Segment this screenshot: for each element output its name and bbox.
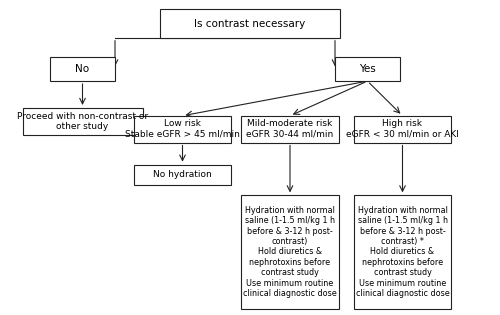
Text: No hydration: No hydration xyxy=(153,170,212,179)
FancyBboxPatch shape xyxy=(241,116,339,142)
Text: Yes: Yes xyxy=(359,64,376,74)
FancyBboxPatch shape xyxy=(160,9,340,38)
Text: Hydration with normal
saline (1-1.5 ml/kg 1 h
before & 3-12 h post-
contrast) *
: Hydration with normal saline (1-1.5 ml/k… xyxy=(356,206,450,298)
FancyBboxPatch shape xyxy=(22,108,142,135)
Text: Proceed with non-contrast or
other study: Proceed with non-contrast or other study xyxy=(17,112,148,131)
Text: No: No xyxy=(76,64,90,74)
FancyBboxPatch shape xyxy=(335,57,400,81)
FancyBboxPatch shape xyxy=(134,116,231,142)
Text: Hydration with normal
saline (1-1.5 ml/kg 1 h
before & 3-12 h post-
contrast)
Ho: Hydration with normal saline (1-1.5 ml/k… xyxy=(243,206,337,298)
FancyBboxPatch shape xyxy=(354,195,452,309)
Text: High risk
eGFR < 30 ml/min or AKI: High risk eGFR < 30 ml/min or AKI xyxy=(346,119,459,139)
FancyBboxPatch shape xyxy=(241,195,339,309)
FancyBboxPatch shape xyxy=(134,164,231,185)
Text: Mild-moderate risk
eGFR 30-44 ml/min: Mild-moderate risk eGFR 30-44 ml/min xyxy=(246,119,334,139)
FancyBboxPatch shape xyxy=(50,57,115,81)
Text: Is contrast necessary: Is contrast necessary xyxy=(194,19,306,29)
Text: Low risk
Stable eGFR > 45 ml/min: Low risk Stable eGFR > 45 ml/min xyxy=(125,119,240,139)
FancyBboxPatch shape xyxy=(354,116,452,142)
